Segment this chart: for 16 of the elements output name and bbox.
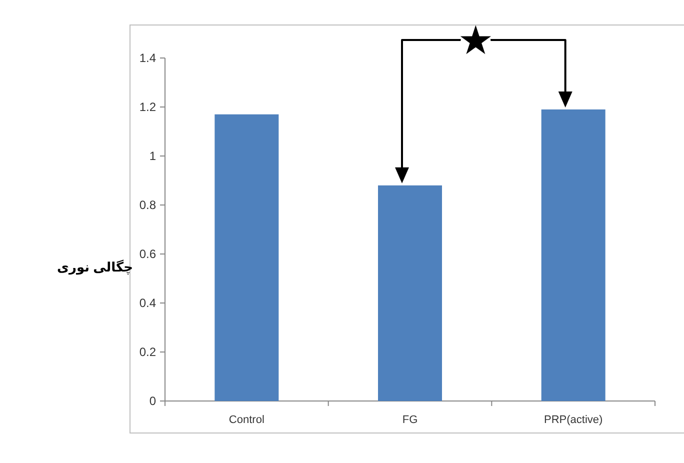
bar [378,185,442,401]
x-tick-label: FG [402,414,418,426]
y-tick-label: 0.6 [139,247,156,261]
x-tick-label: Control [228,414,264,426]
y-tick-label: 0.8 [139,198,156,212]
annotation: ★ [458,18,494,64]
bar [541,109,606,401]
y-tick-label: 0.4 [139,296,156,310]
y-tick-label: 1 [149,149,156,163]
bar [214,114,279,401]
x-tick-label: PRP(active) [544,414,603,426]
y-tick-label: 0 [149,394,156,408]
y-tick-label: 1.4 [139,51,156,65]
y-tick-label: 0.2 [139,345,156,359]
y-axis-title: چگالی نوری [57,260,133,276]
y-tick-label: 1.2 [139,100,156,114]
